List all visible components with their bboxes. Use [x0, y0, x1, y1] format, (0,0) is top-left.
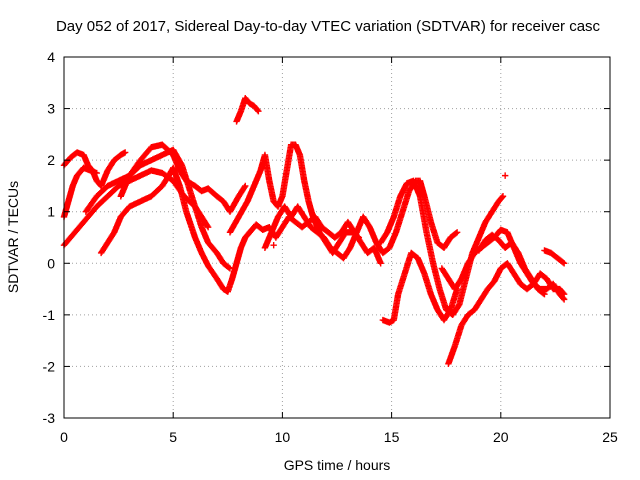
series-arc-15 [475, 231, 548, 298]
plot-frame [63, 56, 611, 419]
series-markers-arc-6 [82, 146, 234, 272]
data-series [60, 95, 568, 368]
x-tick-label: 25 [602, 429, 618, 445]
series-arc-7 [233, 95, 262, 125]
y-tick-label: -1 [43, 307, 56, 323]
x-tick-label: 5 [169, 429, 177, 445]
y-axis-label: SDTVAR / TECUs [5, 181, 21, 293]
y-tick-label: 0 [47, 255, 55, 271]
x-tick-label: 0 [60, 429, 68, 445]
y-tick-label: -2 [43, 358, 56, 374]
series-markers-arc-7 [233, 95, 262, 125]
series-arc-4 [97, 164, 253, 295]
y-tick-label: 4 [47, 49, 55, 65]
y-tick-label: 1 [47, 204, 55, 220]
y-tick-label: 3 [47, 101, 55, 117]
series-arc-11 [379, 249, 461, 326]
series-markers-arc-16 [541, 247, 568, 267]
series-markers-arc-11 [379, 249, 461, 326]
x-axis-label: GPS time / hours [284, 457, 391, 473]
ticks: 0 5 10 15 20 25 -3 -2 -1 0 1 2 3 4 [43, 49, 618, 445]
series-markers-arc-4 [97, 164, 253, 295]
series-markers-arc-15 [475, 231, 548, 298]
series-markers-isolated [270, 172, 509, 249]
y-tick-label: 2 [47, 152, 55, 168]
chart-title: Day 052 of 2017, Sidereal Day-to-day VTE… [56, 18, 601, 35]
series-markers-arc-10 [261, 177, 461, 262]
series-arc-6 [82, 146, 234, 272]
series-isolated [270, 172, 509, 249]
x-tick-label: 15 [384, 429, 400, 445]
series-arc-16 [541, 247, 568, 267]
grid [64, 57, 610, 418]
x-tick-label: 20 [493, 429, 509, 445]
x-tick-label: 10 [275, 429, 291, 445]
y-tick-label: -3 [43, 410, 56, 426]
series-arc-10 [261, 177, 461, 262]
